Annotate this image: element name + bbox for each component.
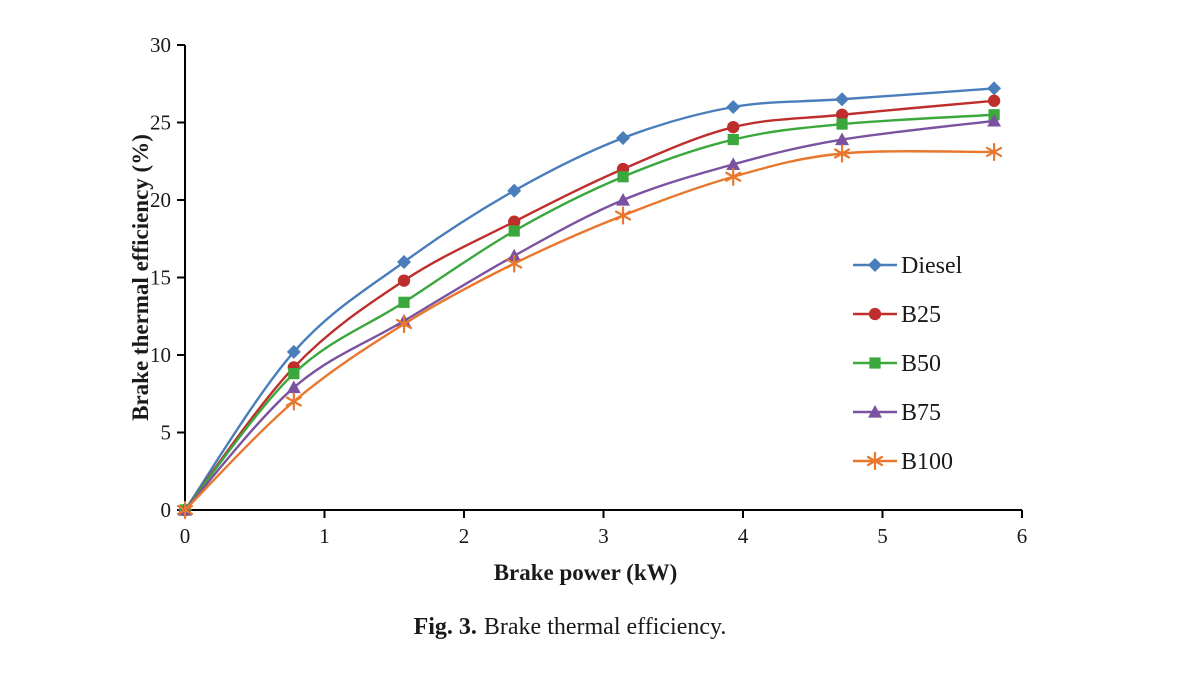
- y-axis-title: Brake thermal efficiency (%): [128, 134, 153, 421]
- marker-asterisk: [285, 392, 302, 411]
- marker-square: [727, 133, 739, 146]
- y-tick-label: 20: [150, 188, 171, 212]
- marker-square: [869, 357, 881, 369]
- marker-square: [398, 296, 410, 308]
- caption-text: Brake thermal efficiency.: [483, 614, 727, 640]
- marker-triangle: [616, 193, 631, 206]
- x-tick-label: 4: [738, 524, 749, 548]
- legend-item-b25: B25: [853, 302, 941, 328]
- marker-asterisk: [833, 144, 851, 163]
- marker-circle: [868, 307, 882, 321]
- marker-diamond: [397, 255, 412, 269]
- series-diesel: [178, 81, 1002, 517]
- caption-label: Fig. 3.: [413, 614, 477, 640]
- marker-square: [508, 225, 520, 237]
- marker-asterisk: [725, 167, 742, 186]
- x-axis-title: Brake power (kW): [494, 560, 678, 585]
- marker-circle: [397, 274, 411, 287]
- legend-label: B25: [901, 302, 941, 328]
- legend-label: Diesel: [901, 253, 963, 279]
- x-tick-label: 0: [180, 524, 191, 548]
- marker-square: [617, 171, 629, 183]
- marker-triangle: [987, 113, 1002, 127]
- legend-item-b50: B50: [853, 351, 941, 377]
- marker-asterisk: [866, 451, 884, 471]
- marker-diamond: [507, 183, 522, 198]
- marker-square: [836, 118, 848, 130]
- figure-caption: Fig. 3. Brake thermal efficiency.: [0, 614, 1140, 641]
- y-tick-label: 15: [150, 266, 171, 290]
- legend-item-b75: B75: [853, 400, 941, 426]
- marker-asterisk: [395, 314, 413, 334]
- marker-triangle: [726, 157, 741, 170]
- marker-diamond: [987, 81, 1002, 96]
- marker-diamond: [616, 131, 631, 145]
- legend-item-b100: B100: [853, 449, 953, 475]
- legend-label: B100: [901, 449, 953, 475]
- marker-diamond: [726, 100, 741, 114]
- marker-diamond: [835, 92, 850, 107]
- marker-triangle: [868, 405, 882, 418]
- marker-triangle: [835, 132, 850, 146]
- marker-diamond: [868, 258, 882, 272]
- legend-label: B75: [901, 400, 941, 426]
- marker-circle: [835, 108, 849, 121]
- marker-circle: [508, 215, 521, 228]
- marker-circle: [987, 94, 1001, 107]
- marker-asterisk: [614, 206, 632, 225]
- series-b100: [176, 142, 1003, 520]
- marker-asterisk: [986, 142, 1003, 162]
- series-b25: [178, 94, 1001, 517]
- x-tick-label: 6: [1017, 524, 1028, 548]
- axes: [184, 45, 1022, 511]
- y-tick-label: 0: [161, 498, 172, 522]
- marker-triangle: [286, 380, 301, 394]
- marker-diamond: [286, 344, 301, 359]
- legend-label: B50: [901, 351, 941, 377]
- y-tick-label: 30: [150, 33, 171, 57]
- marker-square: [288, 368, 300, 380]
- legend-item-diesel: Diesel: [853, 253, 963, 279]
- y-tick-label: 25: [150, 111, 171, 135]
- marker-asterisk: [506, 254, 523, 273]
- x-tick-label: 5: [877, 524, 888, 548]
- marker-circle: [727, 120, 740, 134]
- chart-canvas: 0 5 10 15 20 25 30 0 1 2 3 4 5 6 Brake power (kW) Brake…: [128, 33, 1027, 585]
- series-line-b25: [184, 99, 995, 511]
- marker-asterisk: [176, 500, 194, 520]
- x-tick-label: 3: [598, 524, 609, 548]
- x-tick-label: 1: [319, 524, 330, 548]
- y-tick-label: 5: [161, 421, 172, 445]
- x-tick-label: 2: [459, 524, 470, 548]
- series-line-b100: [184, 150, 995, 511]
- legend: Diesel B25 B50 B75 B100: [853, 253, 963, 475]
- y-tick-label: 10: [150, 343, 171, 367]
- ticks: 0 5 10 15 20 25 30 0 1 2 3 4 5 6: [150, 33, 1027, 548]
